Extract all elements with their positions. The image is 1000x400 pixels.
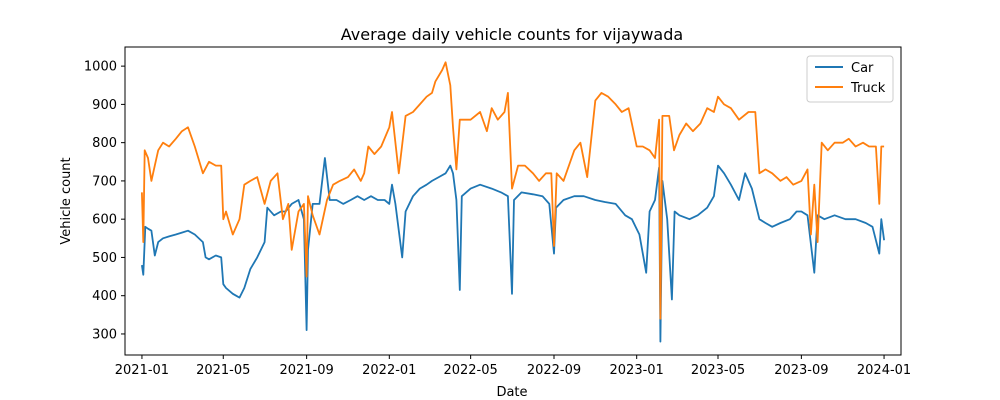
y-tick-label: 400 (92, 289, 117, 304)
legend-label-truck: Truck (850, 81, 886, 96)
y-tick-label: 1000 (84, 60, 117, 75)
y-axis-ticks: 300 400 500 600 700 800 900 1000 (84, 60, 125, 342)
x-tick-label: 2021-05 (196, 363, 250, 378)
x-tick-label: 2021-09 (279, 363, 333, 378)
x-tick-label: 2021-01 (115, 363, 169, 378)
y-tick-label: 700 (92, 174, 117, 189)
x-axis-ticks: 2021-01 2021-05 2021-09 2022-01 2022-05 2022-… (115, 355, 911, 378)
legend-label-car: Car (851, 61, 874, 76)
chart-title: Average daily vehicle counts for vijaywa… (341, 25, 683, 44)
y-tick-label: 300 (92, 327, 117, 342)
series-line-truck (141, 61, 885, 320)
y-tick-label: 500 (92, 251, 117, 266)
y-tick-label: 900 (92, 98, 117, 113)
series-line-car (141, 157, 885, 343)
series-layer (141, 61, 885, 343)
legend: Car Truck (806, 55, 894, 103)
y-tick-label: 800 (92, 136, 117, 151)
x-tick-label: 2023-01 (610, 363, 664, 378)
x-tick-label: 2023-09 (774, 363, 828, 378)
plot-frame (124, 46, 902, 356)
y-tick-label: 600 (92, 213, 117, 228)
plot-area (124, 46, 902, 356)
x-tick-label: 2022-01 (362, 363, 416, 378)
x-tick-label: 2022-05 (443, 363, 497, 378)
x-axis-label: Date (496, 385, 527, 400)
x-tick-label: 2023-05 (691, 363, 745, 378)
y-axis-label: Vehicle count (59, 157, 74, 244)
x-tick-label: 2022-09 (527, 363, 581, 378)
x-tick-label: 2024-01 (857, 363, 911, 378)
